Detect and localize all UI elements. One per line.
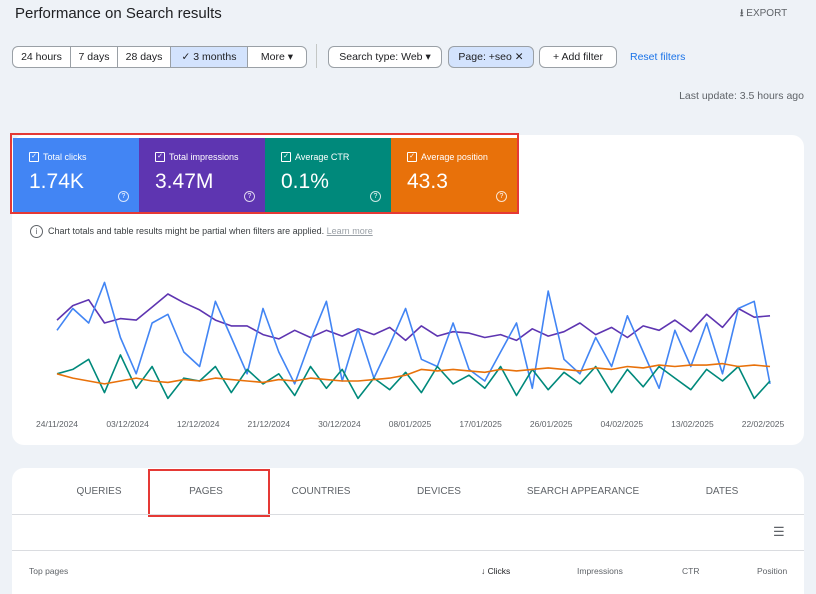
notice: Chart totals and table results might be … bbox=[48, 226, 373, 236]
help-icon: ? bbox=[244, 191, 255, 202]
tab[interactable]: SEARCH APPEARANCE bbox=[526, 486, 640, 497]
tab[interactable]: DEVICES bbox=[417, 486, 461, 497]
search-type-filter[interactable]: Search type: Web ▾ bbox=[328, 46, 442, 68]
help-icon: ? bbox=[370, 191, 381, 202]
divider bbox=[12, 514, 804, 515]
column-header: Top pages bbox=[29, 566, 69, 576]
range-button[interactable]: 7 days bbox=[70, 46, 118, 68]
divider bbox=[12, 550, 804, 551]
x-tick-label: 26/01/2025 bbox=[530, 419, 573, 429]
filter-icon[interactable]: ☰ bbox=[773, 524, 785, 539]
tab[interactable]: COUNTRIES bbox=[291, 486, 351, 497]
column-header[interactable]: Impressions bbox=[577, 566, 623, 576]
reset-filters[interactable]: Reset filters bbox=[630, 51, 686, 63]
x-tick-label: 22/02/2025 bbox=[742, 419, 785, 429]
tab[interactable]: QUERIES bbox=[76, 486, 122, 497]
x-tick-label: 03/12/2024 bbox=[106, 419, 149, 429]
metric-label: Average CTR bbox=[295, 152, 350, 162]
column-header[interactable]: ↓ Clicks bbox=[481, 566, 511, 576]
range-button[interactable]: More ▾ bbox=[247, 46, 307, 68]
filter-label: Search type: Web bbox=[339, 51, 423, 63]
page-title: Performance on Search results bbox=[15, 5, 222, 22]
range-label: 3 months bbox=[193, 51, 237, 63]
info-icon: i bbox=[30, 225, 43, 238]
last-update: Last update: 3.5 hours ago bbox=[679, 90, 804, 102]
export-label: EXPORT bbox=[746, 8, 788, 19]
metric-tile[interactable]: ✓ Total impressions 3.47M? bbox=[139, 138, 265, 212]
help-icon: ? bbox=[118, 191, 129, 202]
x-tick-label: 04/02/2025 bbox=[601, 419, 644, 429]
x-tick-label: 12/12/2024 bbox=[177, 419, 220, 429]
highlight-box bbox=[10, 133, 519, 214]
x-tick-label: 08/01/2025 bbox=[389, 419, 432, 429]
metric-label: Average position bbox=[421, 152, 488, 162]
series-line bbox=[56, 281, 771, 390]
x-tick-label: 24/11/2024 bbox=[36, 419, 78, 429]
metric-value: 43.3 bbox=[407, 170, 448, 193]
column-label: Clicks bbox=[487, 566, 511, 576]
tab[interactable]: DATES bbox=[705, 486, 739, 497]
range-label: More bbox=[260, 51, 285, 63]
series-line bbox=[56, 354, 771, 400]
page-filter[interactable]: Page: +seo ✕ bbox=[448, 46, 534, 68]
x-tick-label: 17/01/2025 bbox=[459, 419, 502, 429]
x-tick-label: 30/12/2024 bbox=[318, 419, 361, 429]
filter-label: Page: +seo bbox=[458, 51, 512, 63]
chart: 24/11/2024 03/12/2024 12/12/2024 21/12/2024… bbox=[36, 281, 785, 429]
help-icon: ? bbox=[496, 191, 507, 202]
metric-tile[interactable]: ✓ Average CTR 0.1%? bbox=[265, 138, 391, 212]
metric-value: 0.1% bbox=[281, 170, 329, 193]
filter-label: Add filter bbox=[561, 51, 603, 63]
checkbox: ✓ bbox=[29, 152, 39, 162]
metric-tile[interactable]: ✓ Average position 43.3? bbox=[391, 138, 517, 212]
x-tick-label: 21/12/2024 bbox=[248, 419, 291, 429]
range-button-selected[interactable]: ✓ 3 months bbox=[170, 46, 248, 68]
add-filter[interactable]: + Add filter bbox=[539, 46, 617, 68]
table-card bbox=[12, 468, 804, 594]
checkbox: ✓ bbox=[281, 152, 291, 162]
column-header[interactable]: Position bbox=[757, 566, 788, 576]
learn-more[interactable]: Learn more bbox=[326, 226, 373, 236]
metric-value: 1.74K bbox=[29, 170, 84, 193]
metric-label: Total impressions bbox=[169, 152, 239, 162]
x-tick-label: 13/02/2025 bbox=[671, 419, 714, 429]
metric-label: Total clicks bbox=[43, 152, 87, 162]
tab[interactable]: PAGES bbox=[189, 486, 223, 497]
export-button[interactable]: ⭳ EXPORT bbox=[740, 8, 788, 19]
metric-tile[interactable]: ✓ Total clicks 1.74K? bbox=[13, 138, 139, 212]
metric-value: 3.47M bbox=[155, 170, 214, 193]
column-header[interactable]: CTR bbox=[682, 566, 700, 576]
checkbox: ✓ bbox=[407, 152, 417, 162]
divider bbox=[316, 44, 317, 68]
series-line bbox=[56, 362, 771, 385]
highlight-box bbox=[148, 469, 270, 517]
notice-text: Chart totals and table results might be … bbox=[48, 226, 325, 236]
checkbox: ✓ bbox=[155, 152, 165, 162]
